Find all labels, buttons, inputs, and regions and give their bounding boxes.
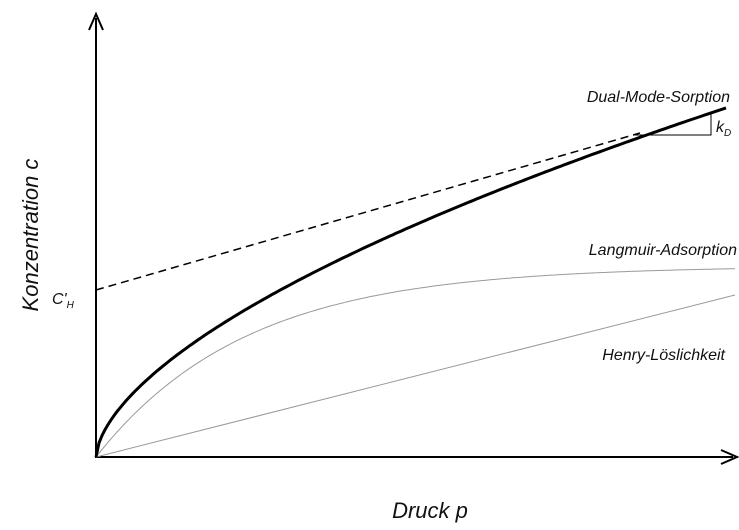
slope-label: kD: [716, 119, 731, 139]
intercept-label: C'H: [52, 291, 75, 311]
curve-label: Langmuir-Adsorption: [589, 242, 737, 259]
tangent-line: [95, 132, 641, 291]
intercept-main: C': [52, 291, 68, 308]
dual-mode-curve: [94, 106, 727, 458]
henry-curve: [95, 294, 736, 458]
langmuir-curve: [95, 268, 736, 458]
curve-label: Henry-Löslichkeit: [602, 347, 725, 364]
slope-main: k: [716, 119, 725, 136]
slope-sub: D: [724, 128, 731, 139]
y-arrow: [88, 11, 104, 31]
x-arrow: [720, 449, 739, 465]
y-axis-label: Konzentration c: [18, 159, 43, 312]
intercept-sub: H: [67, 300, 75, 311]
x-axis-label: Druck p: [392, 498, 468, 523]
curve-label: Dual-Mode-Sorption: [587, 89, 730, 106]
slope-triangle: [633, 112, 712, 136]
